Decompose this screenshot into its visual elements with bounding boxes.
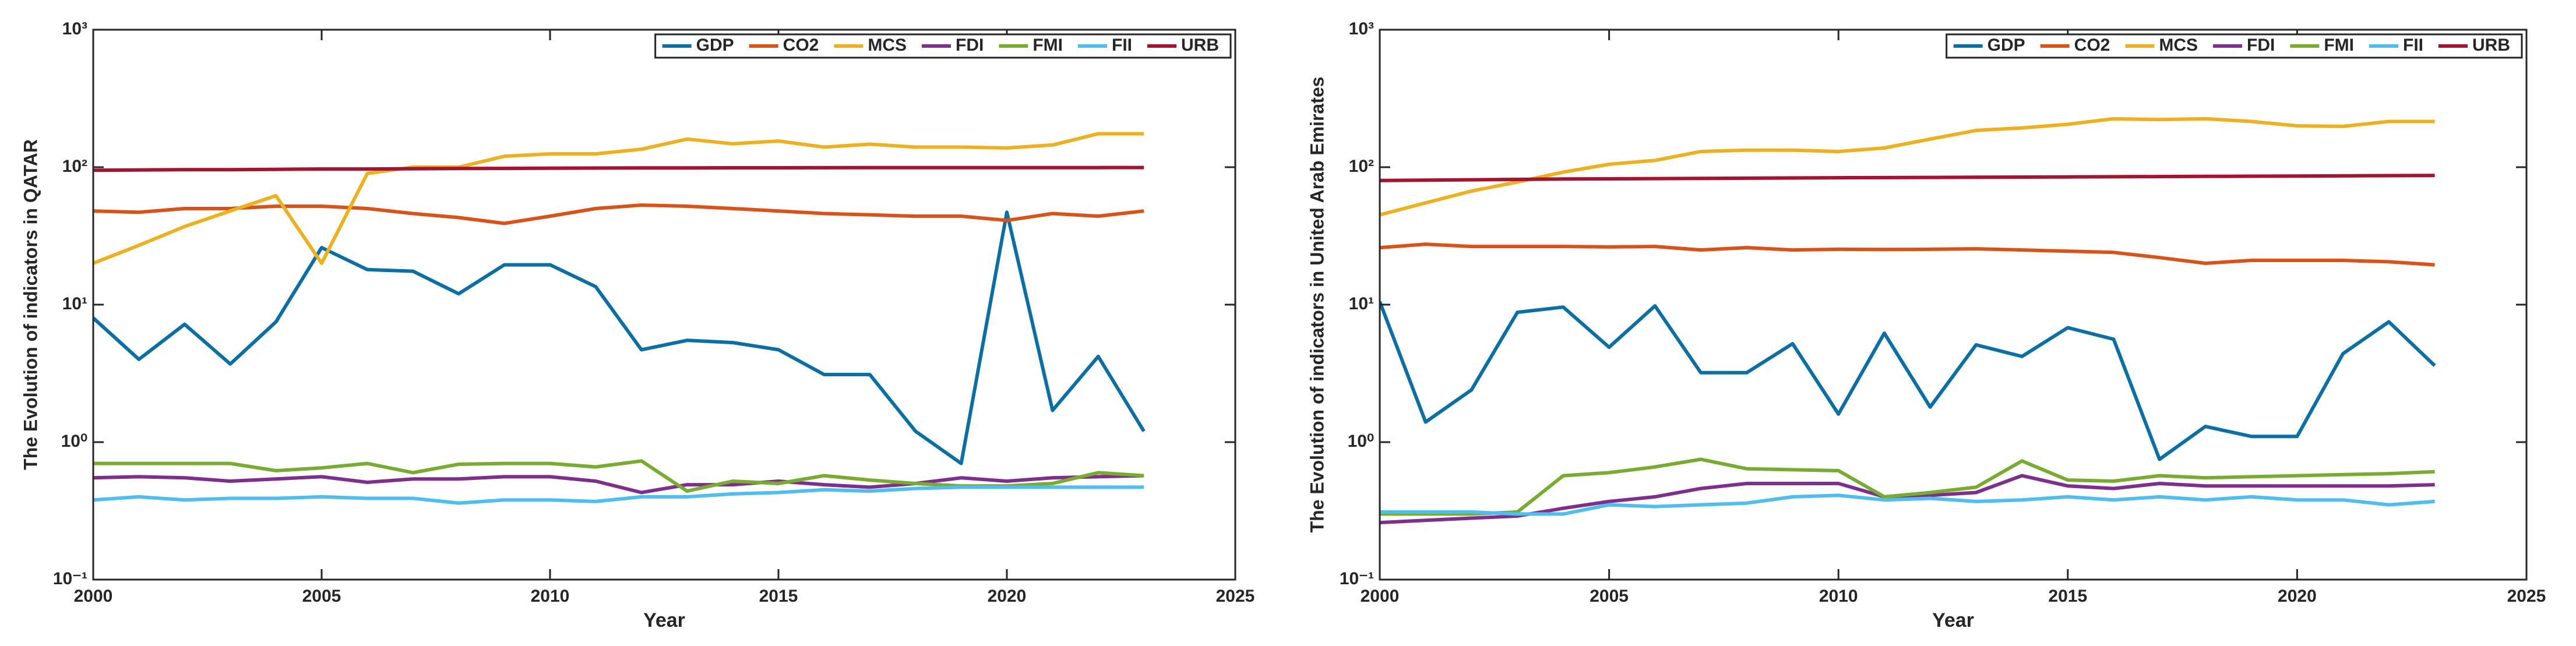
y-tick-label: 10³ bbox=[62, 19, 87, 38]
legend-label: FMI bbox=[2324, 36, 2354, 55]
series-group bbox=[1380, 117, 2436, 525]
y-tick-label: 10¹ bbox=[1349, 294, 1374, 313]
series-line bbox=[93, 203, 1144, 225]
legend: GDP CO2 MCS FDI FMI FII URB bbox=[1946, 33, 2523, 59]
legend-label: CO2 bbox=[783, 36, 819, 55]
series-line bbox=[1380, 493, 2435, 516]
legend-label: FDI bbox=[2247, 36, 2275, 55]
legend-item: CO2 bbox=[2040, 36, 2110, 55]
x-tick-label: 2000 bbox=[74, 587, 113, 606]
x-tick-label: 2015 bbox=[2048, 587, 2087, 606]
legend-label: MCS bbox=[868, 36, 907, 55]
legend-label: FII bbox=[2403, 36, 2423, 55]
legend-label: URB bbox=[2472, 36, 2510, 55]
x-axis-label: Year bbox=[643, 609, 685, 631]
legend-label: GDP bbox=[696, 36, 734, 55]
series-line bbox=[1380, 174, 2435, 182]
series-line bbox=[1380, 457, 2435, 516]
legend-item: GDP bbox=[662, 36, 734, 55]
legend-label: MCS bbox=[2159, 36, 2198, 55]
x-tick-label: 2025 bbox=[2507, 587, 2546, 606]
series-line bbox=[93, 132, 1144, 265]
x-tick-label: 2000 bbox=[1361, 587, 1400, 606]
legend-item: FDI bbox=[922, 36, 984, 55]
series-line bbox=[1380, 117, 2435, 217]
legend-item: FMI bbox=[2290, 36, 2354, 55]
x-tick-label: 2015 bbox=[759, 587, 798, 606]
x-tick-label: 2005 bbox=[302, 587, 341, 606]
legend-item: URB bbox=[1147, 36, 1219, 55]
x-axis-label: Year bbox=[1932, 609, 1974, 631]
x-tick-label: 2005 bbox=[1590, 587, 1629, 606]
y-tick-label: 10³ bbox=[1349, 19, 1374, 38]
series-line bbox=[1380, 301, 2436, 461]
legend-item: FII bbox=[2369, 36, 2423, 55]
plot-area bbox=[1380, 30, 2526, 580]
x-tick-label: 2025 bbox=[1216, 587, 1255, 606]
y-tick-label: 10⁻¹ bbox=[1340, 569, 1374, 588]
legend-item: GDP bbox=[1953, 36, 2025, 55]
legend-label: FII bbox=[1112, 36, 1132, 55]
legend-label: URB bbox=[1181, 36, 1219, 55]
series-line bbox=[93, 210, 1146, 465]
series-group bbox=[93, 132, 1146, 505]
y-tick-label: 10¹ bbox=[62, 294, 87, 313]
x-tick-label: 2020 bbox=[2278, 587, 2317, 606]
legend: GDP CO2 MCS FDI FMI FII URB bbox=[654, 33, 1232, 59]
x-tick-label: 2010 bbox=[531, 587, 570, 606]
chart: 2000 2005 2010 2015 2020 2025 10⁻¹ 10⁰ 10¹ 10² 10³… bbox=[1306, 19, 2546, 631]
legend-label: CO2 bbox=[2074, 36, 2110, 55]
y-axis-label: The Evolution of indicators in QATAR bbox=[20, 139, 41, 470]
legend-item: CO2 bbox=[749, 36, 819, 55]
y-axis-label: The Evolution of indicators in United Ar… bbox=[1306, 77, 1327, 533]
y-tick-label: 10⁰ bbox=[1348, 432, 1374, 451]
series-line bbox=[93, 485, 1144, 505]
legend-item: MCS bbox=[2125, 36, 2198, 55]
chart: 2000 2005 2010 2015 2020 2025 10⁻¹ 10⁰ 10¹ 10² 10³… bbox=[20, 19, 1254, 631]
legend-item: MCS bbox=[834, 36, 907, 55]
legend-item: URB bbox=[2438, 36, 2510, 55]
y-tick-label: 10² bbox=[1349, 157, 1374, 176]
series-line bbox=[1380, 242, 2435, 267]
legend-label: GDP bbox=[1987, 36, 2025, 55]
legend-item: FMI bbox=[999, 36, 1063, 55]
legend-label: FDI bbox=[956, 36, 984, 55]
series-line bbox=[93, 165, 1144, 172]
y-tick-label: 10⁻¹ bbox=[53, 569, 87, 588]
legend-item: FII bbox=[1078, 36, 1132, 55]
y-tick-label: 10⁰ bbox=[61, 432, 87, 451]
legend-label: FMI bbox=[1032, 36, 1063, 55]
series-line bbox=[93, 474, 1144, 495]
y-tick-label: 10² bbox=[62, 157, 87, 176]
x-tick-label: 2020 bbox=[988, 587, 1027, 606]
legend-item: FDI bbox=[2213, 36, 2275, 55]
x-tick-label: 2010 bbox=[1819, 587, 1858, 606]
